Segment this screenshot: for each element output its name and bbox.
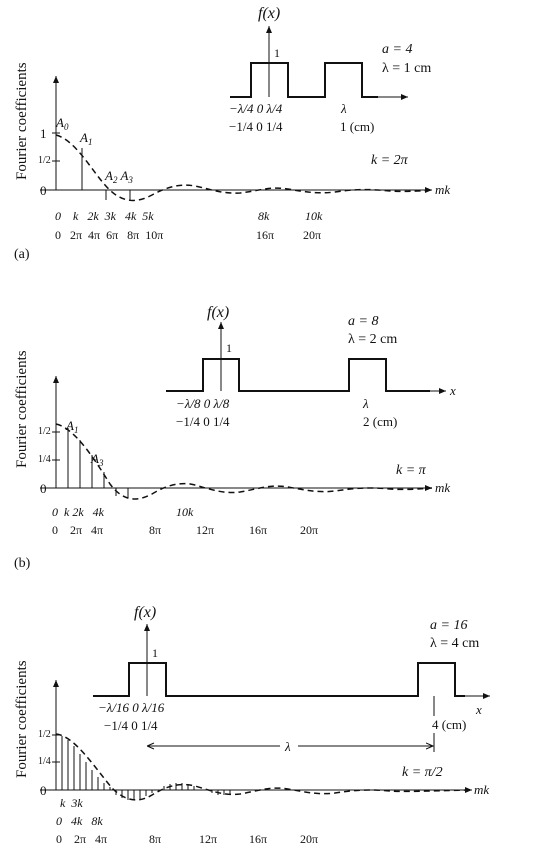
mk-label-c: mk: [474, 782, 489, 797]
lambda-value-a: λ = 1 cm: [382, 61, 431, 76]
A1-label-b: A1: [65, 418, 78, 435]
tick-8pi-c: 8π: [149, 832, 161, 846]
one-label-a: 1: [274, 46, 280, 60]
ytick-0-b: 0: [40, 481, 47, 496]
fx-label-c: f(x): [134, 604, 156, 621]
xticks-16pi-a: 16π: [256, 228, 274, 242]
xticks-pi-c: 0 2π 4π: [56, 832, 107, 846]
x-label-b: x: [449, 383, 456, 398]
xticks-10k-b: 10k: [176, 505, 194, 519]
A2A3-label: A2 A3: [104, 168, 133, 185]
one-label-c: 1: [152, 646, 158, 660]
tick-20pi-c: 20π: [300, 832, 318, 846]
ytick-half-c: 1/2: [38, 729, 51, 740]
pulse-tick-lambda-b: −λ/8 0 λ/8: [176, 396, 230, 411]
pulse-tick-num-a: −1/4 0 1/4: [229, 119, 283, 134]
ytick-half-a: 1/2: [38, 155, 51, 166]
a-value-c: a = 16: [430, 618, 467, 633]
xticks-k-a: 0 k 2k 3k 4k 5k: [55, 209, 154, 223]
xticks-k2-c: 0 4k 8k: [56, 814, 103, 828]
panel-a: Fourier coefficients f(x) 1 −λ/4 0 λ/4 −…: [14, 5, 450, 262]
coefficient-lines-c: [61, 736, 231, 800]
fx-label-b: f(x): [207, 304, 229, 321]
xticks-20pi-a: 20π: [303, 228, 321, 242]
pulse-train-b: [166, 358, 430, 392]
A3-label-b: A3: [90, 451, 104, 468]
xticks-10k-a: 10k: [305, 209, 323, 223]
lambda-cm-c: 4 (cm): [432, 717, 466, 732]
A0-label: A0: [55, 115, 69, 132]
mk-label-a: mk: [435, 182, 450, 197]
fx-label-a: f(x): [258, 5, 280, 22]
panel-c: Fourier coefficients f(x) 1 x −λ/16 0 λ/…: [14, 604, 490, 846]
mk-label-b: mk: [435, 480, 450, 495]
pulse-tick-num-b: −1/4 0 1/4: [176, 414, 230, 429]
lambda-cm-a: 1 (cm): [340, 119, 374, 134]
y-axis-label-a: Fourier coefficients: [14, 62, 30, 180]
lambda-mark-b: λ: [362, 396, 369, 411]
xticks-8k-a: 8k: [258, 209, 270, 223]
lambda-value-c: λ = 4 cm: [430, 636, 479, 651]
sinc-envelope-b: [55, 423, 433, 500]
one-label-b: 1: [226, 341, 232, 355]
ytick-0-c: 0: [40, 783, 47, 798]
tick-16pi-b: 16π: [249, 523, 267, 537]
pulse-tick-lambda-c: −λ/16 0 λ/16: [98, 700, 165, 715]
tick-12pi-c: 12π: [199, 832, 217, 846]
lambda-value-b: λ = 2 cm: [348, 332, 397, 347]
ytick-quarter-b: 1/4: [38, 454, 51, 465]
xticks-k-c: k 3k: [60, 796, 83, 810]
caption-b: (b): [14, 556, 31, 571]
pulse-train-a: [230, 62, 378, 98]
sinc-envelope-a: [55, 134, 433, 202]
xticks-k-b: 0 k 2k 4k: [52, 505, 105, 519]
pulse-train-c: [93, 662, 465, 697]
ytick-1-a: 1: [40, 126, 47, 141]
a-value-b: a = 8: [348, 314, 378, 329]
tick-12pi-b: 12π: [196, 523, 214, 537]
xticks-pi-b: 0 2π 4π: [52, 523, 103, 537]
a-value-a: a = 4: [382, 42, 412, 57]
tick-16pi-c: 16π: [249, 832, 267, 846]
panel-b: Fourier coefficients f(x) 1 x −λ/8 0 λ/8…: [14, 304, 456, 571]
y-axis-label-c: Fourier coefficients: [14, 660, 30, 778]
sinc-envelope-c: [55, 733, 473, 801]
tick-8pi-b: 8π: [149, 523, 161, 537]
lambda-mark-c: λ: [284, 739, 291, 754]
x-label-c: x: [475, 702, 482, 717]
k-value-b: k = π: [396, 463, 427, 478]
k-value-a: k = 2π: [371, 153, 409, 168]
ytick-half-b: 1/2: [38, 426, 51, 437]
pulse-tick-num-c: −1/4 0 1/4: [104, 718, 158, 733]
lambda-mark-a: λ: [340, 101, 347, 116]
A1-label: A1: [79, 130, 92, 147]
y-axis-label-b: Fourier coefficients: [14, 350, 30, 468]
tick-20pi-b: 20π: [300, 523, 318, 537]
pulse-tick-lambda-a: −λ/4 0 λ/4: [229, 101, 283, 116]
k-value-c: k = π/2: [402, 765, 443, 780]
caption-a: (a): [14, 247, 30, 262]
ytick-quarter-c: 1/4: [38, 756, 51, 767]
ytick-0-a: 0: [40, 183, 47, 198]
xticks-pi-a: 0 2π 4π 6π 8π 10π: [55, 228, 163, 242]
lambda-cm-b: 2 (cm): [363, 414, 397, 429]
